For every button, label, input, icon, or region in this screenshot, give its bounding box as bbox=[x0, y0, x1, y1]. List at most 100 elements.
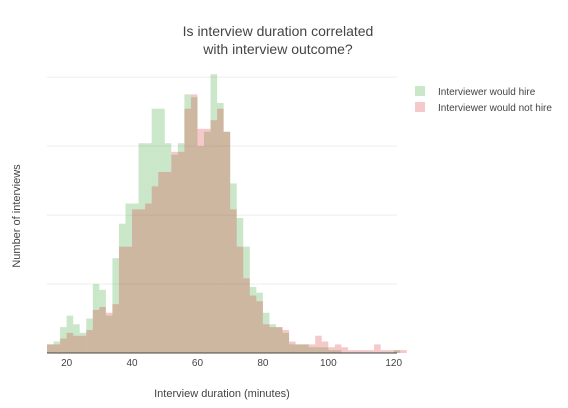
bar-series-1-bin-20[interactable] bbox=[177, 151, 185, 353]
bar-series-0-bin-4[interactable] bbox=[73, 324, 80, 353]
bar-series-0-bin-9[interactable] bbox=[105, 315, 113, 353]
bar-series-1-bin-30[interactable] bbox=[243, 278, 250, 353]
bar-series-1-bin-8[interactable] bbox=[99, 307, 106, 353]
bar-series-1-bin-38[interactable] bbox=[295, 344, 303, 353]
bar-series-0-bin-39[interactable] bbox=[302, 344, 309, 353]
bar-series-0-bin-20[interactable] bbox=[177, 143, 185, 353]
bar-series-1-bin-31[interactable] bbox=[249, 295, 257, 353]
bar-series-1-bin-34[interactable] bbox=[269, 327, 276, 353]
bar-series-0-bin-0[interactable] bbox=[47, 344, 54, 353]
bar-series-0-bin-32[interactable] bbox=[256, 292, 263, 353]
bar-series-1-bin-33[interactable] bbox=[262, 324, 270, 353]
bar-series-0-bin-23[interactable] bbox=[197, 146, 205, 353]
bar-series-1-bin-27[interactable] bbox=[223, 131, 231, 353]
bar-series-1-bin-7[interactable] bbox=[92, 309, 100, 353]
bar-series-1-bin-14[interactable] bbox=[138, 209, 146, 353]
bar-series-0-bin-3[interactable] bbox=[66, 315, 74, 353]
bar-series-1-bin-13[interactable] bbox=[132, 209, 139, 353]
bar-series-1-bin-4[interactable] bbox=[73, 335, 80, 353]
bar-series-1-bin-10[interactable] bbox=[112, 304, 119, 353]
bar-series-0-bin-13[interactable] bbox=[132, 203, 139, 353]
bar-series-1-bin-11[interactable] bbox=[118, 246, 126, 353]
bar-series-0-bin-18[interactable] bbox=[164, 143, 172, 353]
bar-series-1-bin-48[interactable] bbox=[361, 350, 368, 353]
bar-series-1-bin-17[interactable] bbox=[158, 171, 165, 353]
bar-series-0-bin-31[interactable] bbox=[249, 286, 257, 353]
bar-series-0-bin-8[interactable] bbox=[99, 289, 106, 353]
bar-series-0-bin-22[interactable] bbox=[190, 97, 198, 354]
bar-series-1-bin-19[interactable] bbox=[171, 151, 178, 353]
bar-series-1-bin-39[interactable] bbox=[302, 344, 309, 353]
bar-series-1-bin-36[interactable] bbox=[282, 330, 290, 353]
bar-series-1-bin-22[interactable] bbox=[190, 94, 198, 354]
bar-series-0-bin-41[interactable] bbox=[315, 347, 322, 353]
bar-series-0-bin-14[interactable] bbox=[138, 143, 146, 353]
bar-series-1-bin-1[interactable] bbox=[53, 344, 61, 353]
bar-series-0-bin-24[interactable] bbox=[204, 131, 211, 353]
bar-series-1-bin-15[interactable] bbox=[145, 203, 152, 353]
bar-series-0-bin-2[interactable] bbox=[60, 327, 67, 353]
bar-series-0-bin-21[interactable] bbox=[184, 94, 191, 354]
bar-series-0-bin-30[interactable] bbox=[243, 246, 250, 353]
bar-series-0-bin-53[interactable] bbox=[393, 350, 401, 353]
bar-series-1-bin-47[interactable] bbox=[354, 350, 362, 353]
bar-series-0-bin-38[interactable] bbox=[295, 344, 303, 353]
bar-series-1-bin-18[interactable] bbox=[164, 171, 172, 353]
bar-series-1-bin-37[interactable] bbox=[289, 341, 296, 353]
bar-series-1-bin-21[interactable] bbox=[184, 108, 191, 353]
bar-series-1-bin-32[interactable] bbox=[256, 301, 263, 353]
bar-series-0-bin-29[interactable] bbox=[236, 217, 244, 353]
bar-series-1-bin-49[interactable] bbox=[367, 350, 375, 353]
bar-series-0-bin-36[interactable] bbox=[282, 332, 290, 353]
bar-series-1-bin-16[interactable] bbox=[151, 186, 159, 353]
bar-series-1-bin-51[interactable] bbox=[380, 350, 388, 353]
bar-series-0-bin-43[interactable] bbox=[328, 350, 335, 353]
bar-series-1-bin-2[interactable] bbox=[60, 338, 67, 353]
bar-series-1-bin-46[interactable] bbox=[347, 350, 355, 353]
bar-series-1-bin-29[interactable] bbox=[236, 246, 244, 353]
bar-series-1-bin-44[interactable] bbox=[334, 344, 342, 353]
bar-series-0-bin-10[interactable] bbox=[112, 258, 119, 353]
bar-series-1-bin-3[interactable] bbox=[66, 332, 74, 353]
bar-series-1-bin-40[interactable] bbox=[308, 344, 316, 353]
bar-series-1-bin-0[interactable] bbox=[47, 344, 54, 353]
bar-series-0-bin-1[interactable] bbox=[53, 341, 61, 353]
bar-series-1-bin-52[interactable] bbox=[387, 350, 394, 353]
bar-series-0-bin-19[interactable] bbox=[171, 154, 178, 353]
bar-series-1-bin-35[interactable] bbox=[275, 327, 283, 353]
bar-series-1-bin-45[interactable] bbox=[341, 347, 348, 353]
bar-series-0-bin-5[interactable] bbox=[79, 332, 87, 353]
bar-series-1-bin-50[interactable] bbox=[374, 344, 381, 353]
bar-series-1-bin-28[interactable] bbox=[230, 209, 237, 353]
bar-series-1-bin-9[interactable] bbox=[105, 312, 113, 353]
bar-series-0-bin-42[interactable] bbox=[321, 347, 329, 353]
bar-series-0-bin-34[interactable] bbox=[269, 324, 276, 353]
bar-series-0-bin-27[interactable] bbox=[223, 131, 231, 353]
bar-series-0-bin-7[interactable] bbox=[92, 284, 100, 353]
bar-series-0-bin-44[interactable] bbox=[334, 350, 342, 353]
bar-series-0-bin-16[interactable] bbox=[151, 108, 159, 353]
legend-item-not-hire[interactable]: Interviewer would not hire bbox=[415, 102, 552, 114]
legend-item-hire[interactable]: Interviewer would hire bbox=[415, 86, 536, 98]
bar-series-1-bin-54[interactable] bbox=[400, 350, 407, 353]
bar-series-1-bin-41[interactable] bbox=[315, 335, 322, 353]
bar-series-0-bin-26[interactable] bbox=[217, 102, 224, 353]
bar-series-1-bin-12[interactable] bbox=[125, 246, 133, 353]
bar-series-1-bin-25[interactable] bbox=[210, 120, 218, 353]
bar-series-1-bin-53[interactable] bbox=[393, 350, 401, 353]
bar-series-1-bin-24[interactable] bbox=[204, 128, 211, 353]
bar-series-0-bin-11[interactable] bbox=[118, 223, 126, 353]
bar-series-1-bin-43[interactable] bbox=[328, 347, 335, 353]
bar-series-0-bin-33[interactable] bbox=[262, 312, 270, 353]
bar-series-0-bin-25[interactable] bbox=[210, 74, 218, 354]
bar-series-1-bin-23[interactable] bbox=[197, 128, 205, 353]
bar-series-1-bin-42[interactable] bbox=[321, 341, 329, 353]
bar-series-1-bin-6[interactable] bbox=[86, 330, 93, 353]
bar-series-0-bin-28[interactable] bbox=[230, 183, 237, 353]
bar-series-1-bin-26[interactable] bbox=[217, 108, 224, 353]
bar-series-0-bin-17[interactable] bbox=[158, 108, 165, 353]
bar-series-1-bin-5[interactable] bbox=[79, 335, 87, 353]
bar-series-0-bin-6[interactable] bbox=[86, 318, 93, 353]
bar-series-0-bin-15[interactable] bbox=[145, 143, 152, 353]
bar-series-0-bin-35[interactable] bbox=[275, 327, 283, 353]
